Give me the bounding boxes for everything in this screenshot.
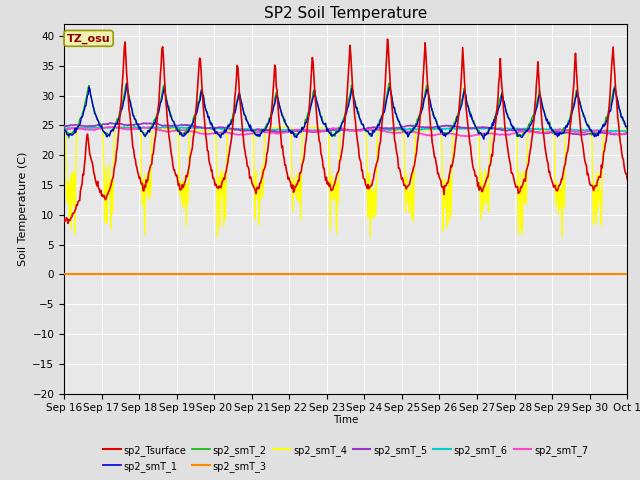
Title: SP2 Soil Temperature: SP2 Soil Temperature [264, 6, 428, 22]
sp2_smT_5 [415, 123, 422, 129]
sp2_smT_5 [129, 122, 137, 128]
sp2_smT_6 [623, 128, 631, 134]
sp2_Tsurface [623, 176, 631, 182]
sp2_Tsurface [432, 160, 440, 166]
sp2_smT_3 [70, 272, 78, 277]
sp2_smT_3 [414, 272, 422, 277]
sp2_smT_7 [70, 125, 78, 131]
sp2_smT_4 [623, 127, 631, 133]
sp2_smT_5 [106, 120, 114, 126]
sp2_Tsurface [216, 183, 224, 189]
sp2_smT_2 [416, 112, 424, 118]
Line: sp2_smT_1: sp2_smT_1 [64, 84, 627, 139]
sp2_smT_2 [432, 119, 440, 124]
sp2_smT_1 [123, 81, 131, 87]
sp2_smT_6 [70, 126, 78, 132]
sp2_Tsurface [64, 220, 72, 226]
sp2_smT_7 [623, 132, 631, 137]
sp2_Tsurface [60, 216, 68, 222]
sp2_smT_7 [415, 130, 422, 136]
sp2_smT_3 [128, 272, 136, 277]
sp2_smT_7 [465, 133, 472, 139]
sp2_smT_4 [367, 234, 374, 240]
sp2_smT_1 [129, 112, 137, 118]
sp2_smT_4 [111, 124, 119, 130]
sp2_smT_6 [186, 125, 194, 131]
sp2_Tsurface [71, 208, 79, 214]
sp2_smT_2 [623, 127, 631, 132]
sp2_smT_2 [60, 126, 68, 132]
sp2_smT_3 [623, 272, 631, 277]
sp2_smT_2 [123, 80, 131, 85]
sp2_smT_6 [415, 126, 422, 132]
sp2_smT_6 [60, 125, 68, 131]
sp2_smT_2 [65, 135, 72, 141]
sp2_smT_1 [480, 136, 488, 142]
sp2_smT_4 [70, 170, 78, 176]
sp2_smT_1 [186, 126, 194, 132]
sp2_smT_1 [216, 133, 224, 139]
sp2_smT_6 [129, 125, 137, 131]
sp2_smT_3 [186, 272, 193, 277]
sp2_smT_5 [60, 123, 68, 129]
sp2_smT_6 [216, 126, 224, 132]
sp2_smT_4 [216, 224, 224, 229]
sp2_smT_7 [216, 130, 224, 135]
Line: sp2_smT_5: sp2_smT_5 [64, 123, 627, 135]
sp2_smT_4 [60, 125, 68, 131]
sp2_Tsurface [186, 154, 194, 160]
sp2_smT_7 [129, 126, 137, 132]
sp2_smT_5 [581, 132, 589, 138]
X-axis label: Time: Time [333, 415, 358, 425]
sp2_smT_1 [60, 126, 68, 132]
sp2_smT_1 [431, 115, 439, 121]
sp2_smT_1 [415, 117, 422, 122]
sp2_smT_5 [186, 122, 194, 128]
sp2_smT_2 [71, 127, 79, 133]
sp2_smT_2 [130, 112, 138, 118]
sp2_smT_4 [432, 127, 440, 132]
Text: TZ_osu: TZ_osu [67, 33, 111, 44]
Legend: sp2_Tsurface, sp2_smT_1, sp2_smT_2, sp2_smT_3, sp2_smT_4, sp2_smT_5, sp2_smT_6, : sp2_Tsurface, sp2_smT_1, sp2_smT_2, sp2_… [99, 441, 592, 475]
sp2_smT_3 [431, 272, 438, 277]
sp2_smT_1 [623, 124, 631, 130]
sp2_smT_4 [129, 124, 137, 130]
Line: sp2_smT_6: sp2_smT_6 [64, 127, 627, 132]
sp2_smT_7 [186, 128, 194, 134]
sp2_smT_1 [70, 131, 78, 136]
Line: sp2_smT_4: sp2_smT_4 [64, 127, 627, 237]
sp2_smT_5 [623, 130, 631, 136]
sp2_Tsurface [416, 121, 424, 127]
sp2_smT_5 [216, 124, 224, 130]
sp2_smT_7 [109, 124, 117, 130]
sp2_smT_7 [60, 128, 68, 134]
sp2_Tsurface [129, 145, 137, 151]
Line: sp2_smT_2: sp2_smT_2 [64, 83, 627, 138]
sp2_smT_6 [431, 126, 439, 132]
sp2_smT_6 [608, 129, 616, 134]
sp2_smT_5 [431, 124, 439, 130]
Y-axis label: Soil Temperature (C): Soil Temperature (C) [18, 152, 28, 266]
sp2_smT_4 [416, 128, 424, 133]
sp2_smT_3 [215, 272, 223, 277]
sp2_Tsurface [383, 36, 391, 42]
sp2_smT_2 [217, 132, 225, 138]
sp2_smT_7 [431, 132, 439, 138]
Line: sp2_Tsurface: sp2_Tsurface [64, 39, 627, 223]
sp2_smT_4 [186, 127, 194, 133]
Line: sp2_smT_7: sp2_smT_7 [64, 127, 627, 136]
sp2_smT_6 [95, 124, 103, 130]
sp2_smT_3 [60, 272, 68, 277]
sp2_smT_2 [187, 123, 195, 129]
sp2_smT_5 [70, 122, 78, 128]
